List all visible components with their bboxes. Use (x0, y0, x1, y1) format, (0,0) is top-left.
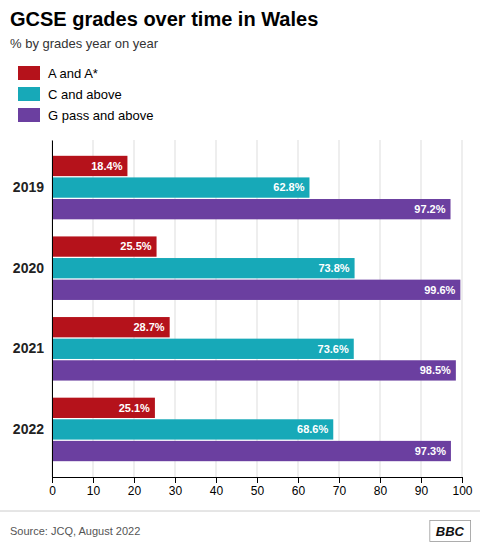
legend-label: C and above (48, 87, 122, 102)
legend-entry: G pass and above (18, 108, 154, 123)
data-label: 68.6% (297, 423, 328, 435)
y-axis: 2019 2020 2021 2022 (13, 141, 53, 478)
x-axis: 0 10 20 30 40 50 60 70 80 90 100 (49, 477, 473, 498)
credit-box (430, 521, 471, 542)
tick-mark (298, 477, 299, 483)
bar (52, 236, 157, 256)
legend-label: G pass and above (48, 108, 154, 123)
y-tick: 2021 (13, 340, 52, 356)
data-label: 25.1% (119, 402, 150, 414)
data-label: 73.6% (318, 343, 349, 355)
bar (52, 156, 127, 176)
data-label: 98.5% (420, 364, 451, 376)
subtitle: % by grades year on year (10, 36, 159, 51)
bar (52, 258, 355, 278)
grid-line (421, 140, 422, 477)
tick-mark (462, 477, 463, 483)
tick-label: 20 (128, 484, 142, 498)
tick-label: 2020 (13, 260, 44, 276)
tick-mark (175, 477, 176, 483)
y-tick: 2019 (13, 179, 52, 195)
data-label: 18.4% (91, 160, 122, 172)
x-tick: 80 (374, 477, 388, 498)
footer-rule (0, 511, 480, 512)
bar (52, 199, 451, 219)
tick-mark (257, 477, 258, 483)
data-label: 62.8% (273, 181, 304, 193)
x-tick: 20 (128, 477, 142, 498)
legend-entry: C and above (18, 87, 122, 102)
data-label: 99.6% (424, 284, 455, 296)
plot: 18.4% 25.5% 28.7% 25.1% 62.8% 73.8% 73.6% 68.6%… (13, 140, 473, 498)
data-label: 73.8% (318, 262, 349, 274)
tick-label: 70 (333, 484, 347, 498)
credit: BBC (430, 521, 471, 542)
tick-mark (134, 477, 135, 483)
legend-label: A and A* (48, 66, 98, 81)
title: GCSE grades over time in Wales (10, 8, 318, 30)
grid-line (339, 140, 340, 477)
data-label: 97.3% (415, 445, 446, 457)
data-labels: 18.4% 25.5% 28.7% 25.1% 62.8% 73.8% 73.6% 68.6%… (91, 160, 455, 457)
tick-label: 90 (415, 484, 429, 498)
legend-swatch (18, 87, 40, 101)
legend-swatch (18, 66, 40, 80)
tick-mark (52, 477, 53, 483)
x-tick: 70 (333, 477, 347, 498)
tick-mark (380, 477, 381, 483)
tick-label: 100 (452, 484, 472, 498)
x-tick: 90 (415, 477, 429, 498)
grid-line (380, 140, 381, 477)
bar (52, 280, 460, 300)
tick-mark (216, 477, 217, 483)
x-tick: 40 (210, 477, 224, 498)
x-tick: 100 (452, 477, 472, 498)
tick-label: 60 (292, 484, 306, 498)
data-label: 97.2% (414, 203, 445, 215)
tick-label: 40 (210, 484, 224, 498)
grid (52, 140, 462, 477)
tick-label: 80 (374, 484, 388, 498)
bar (52, 398, 155, 418)
y-tick: 2020 (13, 260, 52, 276)
tick-label: 0 (49, 484, 56, 498)
tick-label: 10 (87, 484, 101, 498)
bar (52, 419, 333, 439)
x-tick: 30 (169, 477, 183, 498)
bar (52, 177, 309, 197)
chart: GCSE grades over time in Wales % by grade… (0, 0, 480, 549)
axis-line (53, 478, 463, 484)
bars (52, 156, 460, 461)
bar (52, 339, 354, 359)
tick-label: 2022 (13, 421, 44, 437)
tick-label: 30 (169, 484, 183, 498)
credit-text: BBC (436, 524, 465, 539)
y-tick: 2022 (13, 421, 52, 437)
legend-swatch (18, 108, 40, 122)
x-tick: 60 (292, 477, 306, 498)
tick-label: 2019 (13, 179, 44, 195)
tick-label: 2021 (13, 340, 44, 356)
x-tick: 0 (49, 477, 56, 498)
tick-mark (93, 477, 94, 483)
tick-mark (339, 477, 340, 483)
source: Source: JCQ, August 2022 (10, 525, 140, 537)
axis-line (52, 141, 53, 478)
tick-mark (421, 477, 422, 483)
bar (52, 317, 170, 337)
x-tick: 10 (87, 477, 101, 498)
data-label: 25.5% (120, 240, 151, 252)
data-label: 28.7% (133, 321, 164, 333)
legend: A and A* C and above G pass and above (18, 66, 154, 123)
grid-line (52, 140, 53, 477)
bar (52, 441, 451, 461)
tick-label: 50 (251, 484, 265, 498)
grid-line (462, 140, 463, 477)
x-tick: 50 (251, 477, 265, 498)
bar (52, 360, 456, 380)
legend-entry: A and A* (18, 66, 98, 81)
